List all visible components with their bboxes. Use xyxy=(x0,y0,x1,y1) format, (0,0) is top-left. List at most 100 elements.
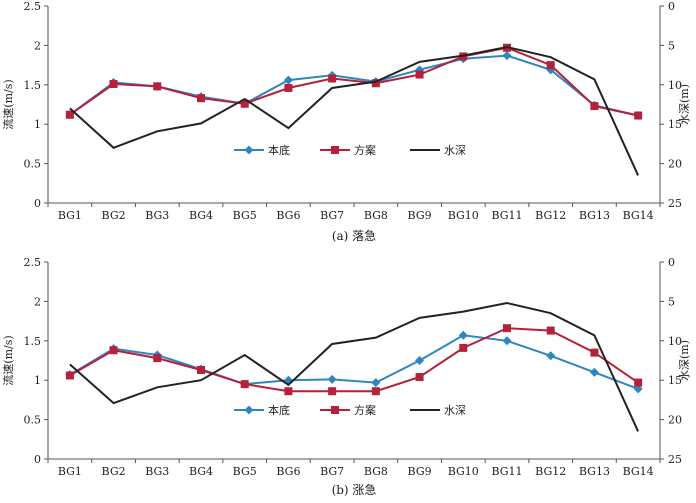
x-tick-label: BG11 xyxy=(491,465,522,478)
legend-marker-方案 xyxy=(331,406,339,414)
y-tick-label: 2.5 xyxy=(24,0,42,13)
series-方案-point xyxy=(415,70,424,79)
series-方案-point xyxy=(153,354,162,363)
series-方案-point xyxy=(65,371,74,380)
series-本底-line xyxy=(69,334,639,390)
series-方案-point xyxy=(546,326,555,335)
x-tick-label: BG7 xyxy=(320,465,344,478)
y-tick-label: 2 xyxy=(34,295,41,308)
y2-tick-label: 25 xyxy=(668,197,682,210)
x-tick-label: BG2 xyxy=(102,465,126,478)
x-tick-label: BG7 xyxy=(320,209,344,222)
y2-tick-label: 20 xyxy=(668,158,682,171)
x-tick-label: BG3 xyxy=(145,209,169,222)
series-本底-point xyxy=(327,374,337,384)
x-tick-label: BG12 xyxy=(535,209,566,222)
series-方案-point xyxy=(153,82,162,91)
series-方案-point xyxy=(284,83,293,92)
y2-tick-label: 10 xyxy=(668,79,682,92)
y-tick-label: 0.5 xyxy=(24,414,42,427)
x-tick-label: BG6 xyxy=(276,209,300,222)
series-本底-point xyxy=(283,75,293,85)
series-水深-line xyxy=(69,301,640,432)
x-tick-label: BG8 xyxy=(364,209,388,222)
series-方案-point xyxy=(197,94,205,103)
series-方案-point xyxy=(109,80,118,89)
y2-tick-label: 0 xyxy=(668,0,675,13)
y2-tick-label: 5 xyxy=(668,295,675,308)
legend-label-本底: 本底 xyxy=(268,143,290,157)
legend-label-本底: 本底 xyxy=(268,403,290,417)
x-tick-label: BG14 xyxy=(623,209,654,222)
x-tick-label: BG11 xyxy=(491,209,522,222)
legend-label-方案: 方案 xyxy=(354,403,376,417)
y-tick-label: 2.5 xyxy=(24,256,42,269)
series-方案-point xyxy=(546,61,555,70)
x-tick-label: BG9 xyxy=(408,209,432,222)
x-tick-label: BG1 xyxy=(58,465,82,478)
series-方案-point xyxy=(634,111,643,120)
series-方案-point xyxy=(371,79,380,88)
panel-caption: (b) 涨急 xyxy=(332,482,377,497)
series-方案-line xyxy=(69,46,639,117)
y-axis-title: 流速(m/s) xyxy=(1,335,15,385)
series-方案-point xyxy=(459,343,468,352)
y2-tick-label: 20 xyxy=(668,414,682,427)
x-tick-label: BG5 xyxy=(233,465,257,478)
series-方案-point xyxy=(328,74,337,83)
y-tick-label: 1 xyxy=(34,374,41,387)
y2-tick-label: 5 xyxy=(668,39,675,52)
series-方案-point xyxy=(503,324,511,333)
legend-label-水深: 水深 xyxy=(444,144,466,157)
legend-marker-本底 xyxy=(244,145,254,155)
x-tick-label: BG10 xyxy=(448,209,479,222)
y-axis-title: 流速(m/s) xyxy=(1,79,15,129)
y-tick-label: 0 xyxy=(34,197,41,210)
series-方案-point xyxy=(109,346,118,355)
series-本底-point xyxy=(415,356,425,365)
series-本底-point xyxy=(546,351,556,361)
y-tick-label: 1.5 xyxy=(24,335,42,348)
series-本底-point xyxy=(458,330,468,340)
series-本底-point xyxy=(502,336,512,346)
series-本底-point xyxy=(371,378,381,388)
legend-marker-本底 xyxy=(244,405,254,415)
y2-tick-label: 15 xyxy=(668,374,682,387)
x-tick-label: BG4 xyxy=(189,465,213,478)
series-本底-point xyxy=(502,51,512,61)
series-方案-point xyxy=(240,99,249,108)
y2-tick-label: 25 xyxy=(668,453,682,466)
x-tick-label: BG12 xyxy=(535,465,566,478)
x-tick-label: BG4 xyxy=(189,209,213,222)
y2-axis-title: 水深(m) xyxy=(678,84,691,125)
x-tick-label: BG2 xyxy=(102,209,126,222)
y-tick-label: 0 xyxy=(34,453,41,466)
series-方案-point xyxy=(197,365,205,374)
x-tick-label: BG10 xyxy=(448,465,479,478)
x-tick-label: BG6 xyxy=(276,465,300,478)
panel-caption: (a) 落急 xyxy=(332,228,376,243)
legend-label-方案: 方案 xyxy=(354,143,376,157)
series-方案-point xyxy=(371,387,380,396)
y-tick-label: 0.5 xyxy=(24,158,42,171)
y2-axis-title: 水深(m) xyxy=(678,340,691,381)
series-本底-point xyxy=(633,384,643,394)
series-方案-point xyxy=(328,387,337,396)
x-tick-label: BG9 xyxy=(408,465,432,478)
legend-marker-方案 xyxy=(331,146,339,154)
x-tick-label: BG3 xyxy=(145,465,169,478)
series-方案-point xyxy=(240,380,249,389)
series-方案-point xyxy=(590,348,599,357)
series-方案-point xyxy=(634,378,643,387)
series-本底-point xyxy=(589,367,599,377)
y-tick-label: 2 xyxy=(34,39,41,52)
series-水深-line xyxy=(69,45,640,176)
x-tick-label: BG8 xyxy=(364,465,388,478)
y-tick-label: 1.5 xyxy=(24,79,42,92)
x-tick-label: BG1 xyxy=(58,209,82,222)
series-方案-line xyxy=(69,327,639,393)
y2-tick-label: 0 xyxy=(668,256,675,269)
y-tick-label: 1 xyxy=(34,118,41,131)
y2-tick-label: 15 xyxy=(668,118,682,131)
